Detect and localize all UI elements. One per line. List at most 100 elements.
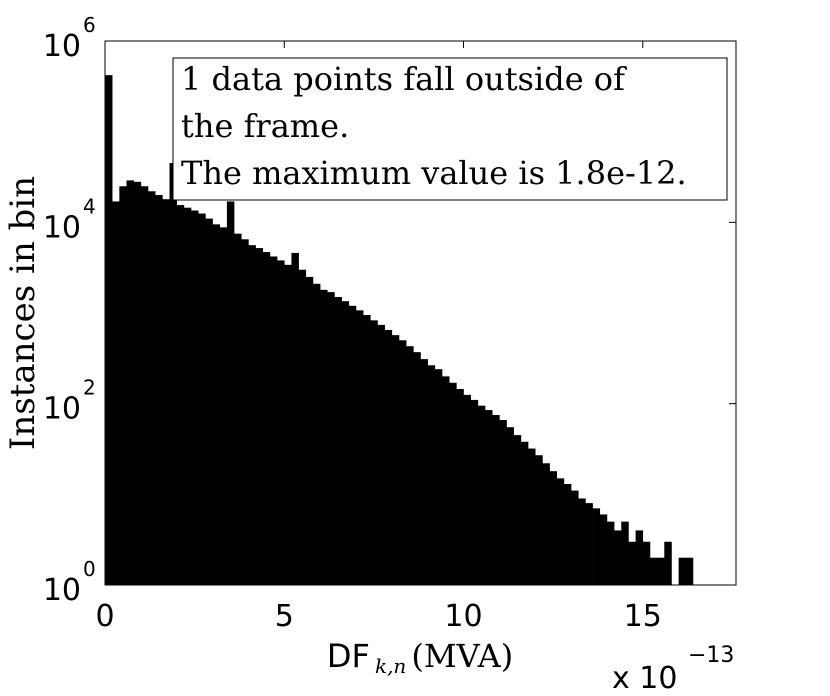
bar — [406, 346, 414, 585]
bar — [499, 420, 507, 585]
bar — [599, 514, 608, 585]
bar — [298, 269, 307, 585]
bar — [377, 324, 385, 585]
bar — [155, 195, 163, 585]
y-tick-exponent: 6 — [83, 13, 96, 37]
bar — [370, 320, 378, 585]
bar — [363, 315, 371, 585]
bar — [614, 530, 622, 585]
bar — [191, 210, 199, 585]
y-tick-label: 10 — [43, 573, 81, 608]
annotation-line: The maximum value is 1.8e-12. — [181, 154, 687, 192]
y-tick-exponent: 0 — [83, 557, 96, 581]
x-multiplier: x 10 — [612, 661, 677, 696]
bar — [621, 521, 629, 585]
bar — [528, 448, 536, 585]
bar — [327, 292, 335, 585]
x-tick-label: 15 — [624, 599, 662, 634]
bar — [169, 163, 178, 585]
bar — [434, 369, 443, 585]
bar — [255, 248, 264, 585]
bar — [284, 264, 292, 585]
bar — [205, 218, 213, 586]
x-axis-label: DF k,n (MVA) — [327, 637, 513, 678]
bar — [355, 310, 364, 585]
bar — [105, 75, 113, 586]
x-tick-label: 10 — [444, 599, 482, 634]
bar — [133, 181, 142, 585]
bar — [277, 260, 285, 585]
bar — [563, 484, 572, 585]
bar — [664, 541, 672, 585]
bar — [492, 414, 500, 585]
bar — [642, 541, 651, 585]
bar — [291, 252, 299, 585]
bar — [513, 435, 522, 585]
bar — [542, 463, 550, 585]
x-label-unit: (MVA) — [411, 637, 513, 675]
x-label-text: DF — [327, 637, 370, 675]
x-multiplier-exponent: −13 — [688, 643, 734, 668]
bar — [485, 410, 493, 585]
bar — [398, 340, 407, 585]
annotation-line: the frame. — [181, 107, 349, 145]
bar — [413, 352, 421, 585]
bar — [628, 541, 636, 585]
bar — [571, 490, 579, 585]
bar — [535, 455, 543, 585]
bar — [685, 557, 694, 585]
bar — [556, 478, 565, 585]
y-axis-label: Instances in bin — [3, 176, 43, 450]
bar — [456, 389, 464, 585]
bar — [585, 503, 593, 585]
bar — [427, 365, 436, 585]
bar — [578, 498, 586, 585]
bar — [334, 297, 342, 585]
x-label-subscript: k,n — [375, 654, 406, 678]
y-tick-exponent: 4 — [83, 194, 96, 218]
bar — [140, 186, 149, 586]
y-tick-exponent: 2 — [83, 376, 96, 400]
bar — [520, 441, 529, 585]
x-tick-label: 0 — [95, 599, 114, 634]
bar — [219, 227, 228, 586]
bar — [320, 289, 328, 585]
bar — [420, 359, 428, 585]
bar — [391, 335, 400, 585]
bar — [463, 394, 471, 585]
bar — [148, 191, 156, 585]
bar — [262, 252, 271, 586]
bar — [112, 201, 120, 585]
bar — [384, 329, 393, 585]
bar — [635, 530, 644, 585]
bar — [226, 201, 235, 585]
bar — [269, 256, 278, 585]
plot-frame — [104, 40, 737, 586]
annotation-box — [172, 57, 728, 201]
bar — [212, 224, 221, 585]
bar — [312, 283, 321, 585]
bar — [176, 205, 185, 585]
bar — [126, 180, 134, 585]
bar — [506, 427, 515, 585]
y-tick-label: 10 — [43, 392, 81, 427]
bar — [470, 399, 479, 585]
bar — [649, 557, 658, 585]
bar — [248, 245, 256, 585]
bar — [234, 233, 242, 585]
bar — [305, 276, 314, 585]
bar — [442, 376, 450, 585]
bar — [678, 557, 687, 585]
bar — [241, 239, 249, 586]
bar — [657, 557, 665, 585]
bar — [119, 186, 127, 586]
bar — [183, 207, 192, 585]
bar — [198, 213, 206, 586]
annotation-line: 1 data points fall outside of — [181, 60, 627, 98]
x-tick-label: 5 — [275, 599, 294, 634]
bar — [341, 301, 350, 585]
bar — [348, 305, 357, 585]
bar — [549, 471, 558, 585]
bar — [477, 405, 486, 585]
